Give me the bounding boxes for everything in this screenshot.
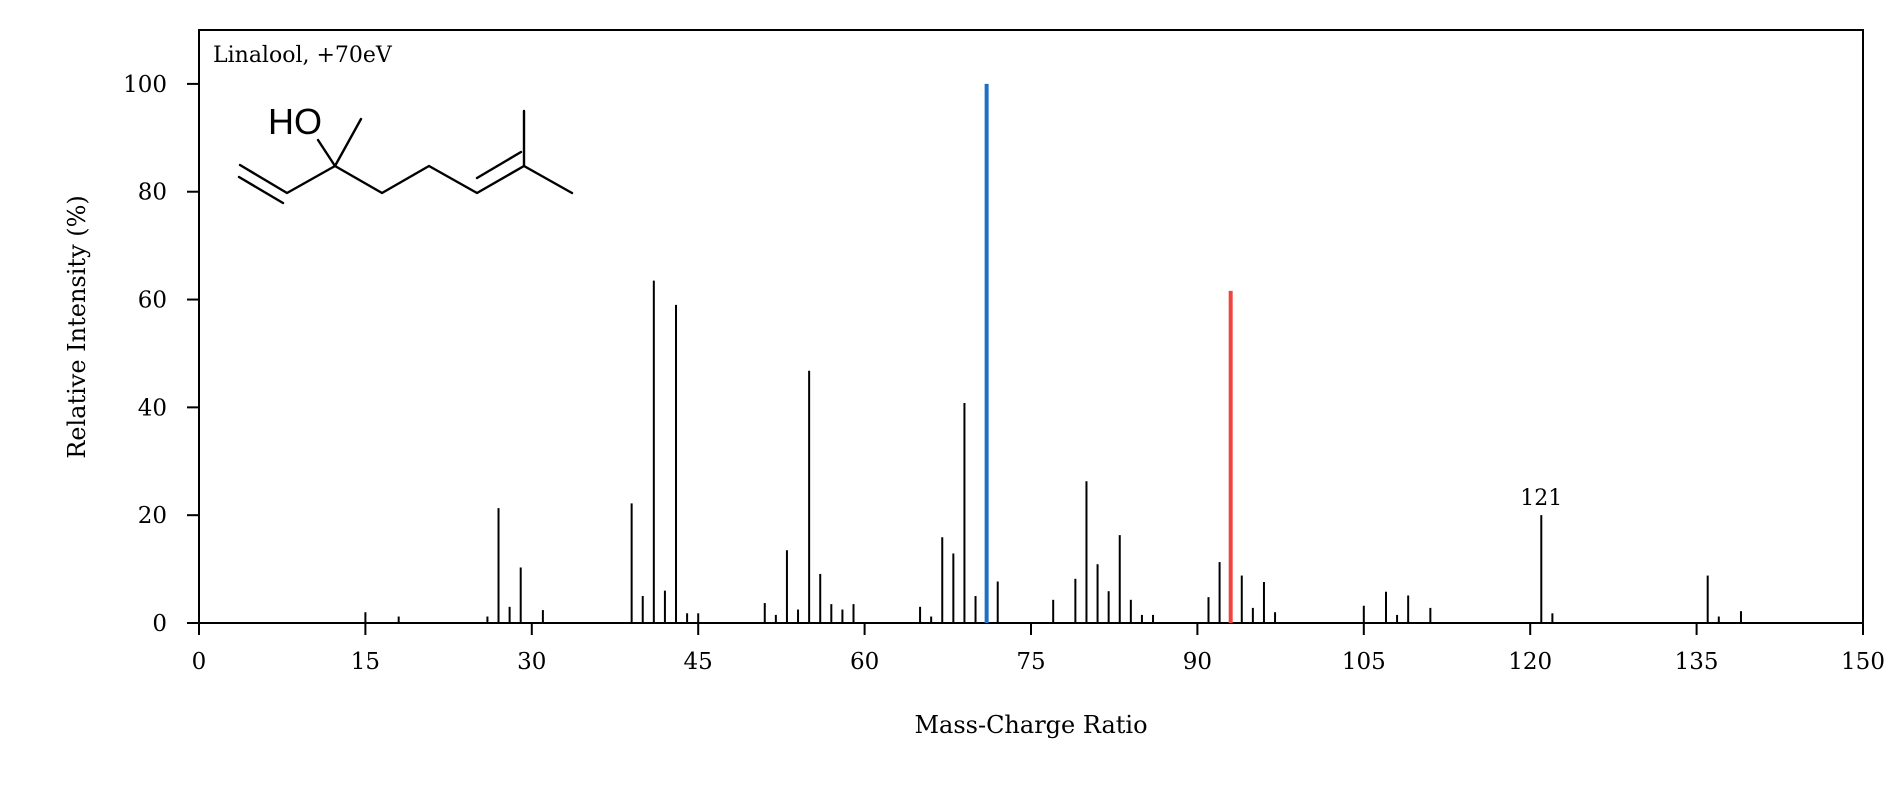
x-tick-label: 75 [1016,649,1045,675]
chart-title: Linalool, +70eV [213,43,393,68]
y-axis-title: Relative Intensity (%) [63,195,91,459]
x-tick-label: 120 [1508,649,1552,675]
x-tick-label: 45 [684,649,713,675]
molecule-structure [237,109,574,205]
x-axis-ticks: 0 15 30 45 60 75 90 105 120 135 150 [192,623,1885,675]
plot-frame [198,29,1864,624]
y-tick-label: 60 [138,288,167,314]
y-tick-label: 20 [138,503,167,529]
peak-label-121: 121 [1520,486,1562,511]
peak-series [364,83,1742,623]
molecule-ho-label: HO [268,101,322,142]
x-tick-label: 90 [1183,649,1212,675]
y-tick-label: 40 [138,395,167,421]
y-tick-label: 0 [152,611,167,637]
x-axis-title: Mass-Charge Ratio [914,711,1147,739]
x-tick-label: 30 [517,649,546,675]
x-tick-label: 135 [1675,649,1719,675]
x-tick-label: 60 [850,649,879,675]
x-tick-label: 0 [192,649,207,675]
peak-annotations: 121 [1520,486,1562,511]
x-tick-label: 150 [1841,649,1885,675]
y-tick-label: 80 [138,180,167,206]
x-tick-label: 105 [1342,649,1386,675]
y-axis-ticks: 0 20 40 60 80 100 [123,72,199,637]
x-tick-label: 15 [351,649,380,675]
y-tick-label: 100 [123,72,167,98]
